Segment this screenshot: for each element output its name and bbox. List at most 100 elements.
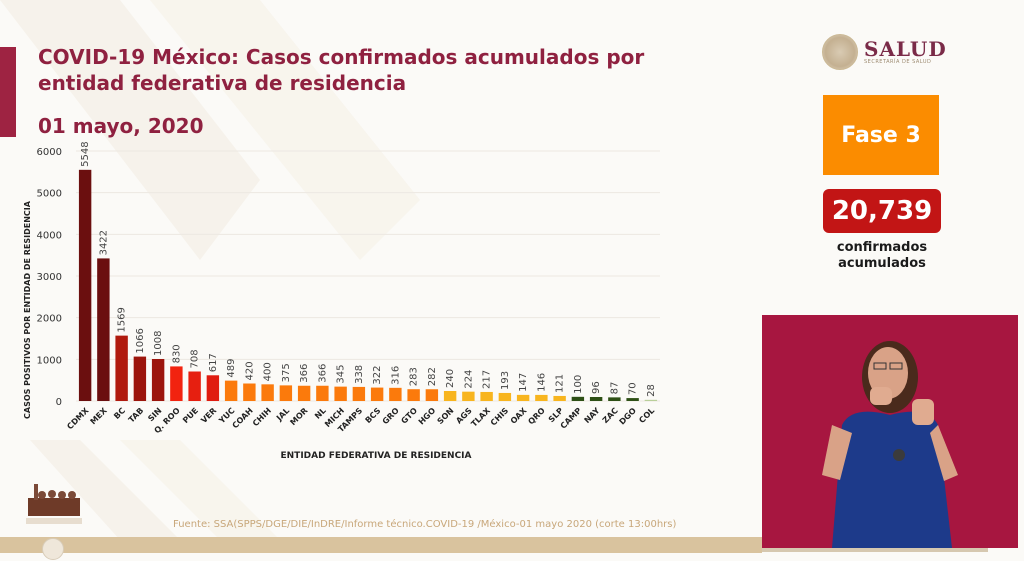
bar-mich — [334, 386, 347, 401]
x-tick-label: MEX — [89, 405, 110, 426]
value-label: 146 — [536, 373, 547, 392]
bar-nay — [589, 397, 603, 401]
value-label: 375 — [281, 363, 292, 382]
value-label: 283 — [409, 367, 420, 386]
bar-qro — [535, 394, 548, 401]
bar-cdmx — [78, 169, 92, 401]
value-label: 366 — [299, 364, 310, 383]
x-tick-label: CHIS — [489, 406, 511, 428]
salud-logo: SALUD SECRETARÍA DE SALUD — [822, 34, 947, 70]
value-label: 282 — [427, 367, 438, 386]
bar-tlax — [480, 391, 493, 401]
page-title: COVID-19 México: Casos confirmados acumu… — [38, 45, 645, 95]
x-tick-label: VER — [199, 406, 218, 425]
bar-tamps — [352, 386, 366, 401]
national-seal-icon — [822, 34, 858, 70]
bar-tab — [133, 356, 147, 401]
value-label: 322 — [372, 365, 383, 384]
x-tick-label: CHIH — [251, 406, 273, 428]
value-label: 28 — [646, 384, 657, 397]
x-tick-label: HGO — [417, 406, 438, 427]
y-axis-label: CASOS POSITIVOS POR ENTIDAD DE RESIDENCI… — [23, 200, 32, 419]
bar-chis — [498, 392, 512, 401]
x-tick-label: NL — [313, 406, 328, 421]
bar-slp — [553, 395, 566, 401]
historical-figures-emblem — [26, 484, 82, 524]
bar-mex — [97, 258, 110, 401]
x-tick-label: SON — [436, 406, 456, 426]
footer-seal-icon — [42, 538, 64, 560]
total-label-line1: confirmados — [836, 240, 928, 255]
value-label: 617 — [208, 353, 219, 372]
value-label: 316 — [390, 366, 401, 385]
x-tick-label: MOR — [288, 406, 309, 427]
value-labels: 5548 3422 1569 1066 1008 830 708 617 489 420 400 37… — [80, 141, 657, 396]
bars — [78, 169, 658, 401]
value-label: 217 — [482, 370, 493, 389]
bar-sin — [151, 359, 165, 401]
bar-gro — [389, 387, 402, 401]
source-note: Fuente: SSA(SPPS/DGE/DIE/InDRE/Informe t… — [173, 519, 677, 530]
value-label: 96 — [591, 381, 602, 394]
value-label: 70 — [628, 382, 639, 395]
accent-bar — [0, 47, 16, 137]
y-tick-label: 2000 — [37, 314, 62, 325]
report-date: 01 mayo, 2020 — [38, 114, 204, 138]
x-tick-label: TAB — [127, 406, 145, 424]
bar-chart: 0 1000 2000 3000 4000 5000 6000 5548 3422 1569 10… — [23, 141, 660, 461]
bar-col — [644, 399, 658, 401]
value-label: 489 — [226, 359, 237, 378]
x-tick-label: OAX — [509, 405, 529, 425]
bar-zac — [608, 397, 621, 401]
total-cases: 20,739 — [823, 189, 941, 233]
value-label: 3422 — [98, 230, 109, 255]
value-label: 193 — [500, 371, 511, 390]
total-label-line2: acumulados — [838, 256, 926, 271]
x-tick-label: CDMX — [65, 405, 91, 431]
bar-son — [443, 391, 457, 401]
bar-ags — [462, 391, 475, 401]
bar-pue — [188, 371, 201, 401]
x-tick-label: GRO — [381, 406, 401, 426]
value-label: 345 — [336, 365, 347, 384]
phase-badge: Fase 3 — [823, 95, 939, 175]
bar-yuc — [224, 380, 238, 401]
bar-bcs — [370, 387, 384, 401]
value-label: 338 — [354, 365, 365, 384]
x-tick-label: DGO — [618, 406, 639, 427]
bar-ver — [206, 375, 220, 401]
sign-language-video — [762, 315, 1018, 548]
x-tick-label: CAMP — [559, 406, 584, 431]
footer-band — [0, 537, 762, 553]
bar-jal — [279, 385, 293, 401]
bar-gto — [407, 389, 420, 401]
y-tick-label: 0 — [56, 397, 62, 408]
x-tick-label: COL — [637, 406, 656, 425]
bar-qroo — [170, 366, 183, 401]
value-label: 147 — [518, 373, 529, 392]
x-tick-label: COAH — [231, 406, 255, 430]
total-cases-label: confirmados acumulados — [823, 240, 941, 272]
value-label: 1569 — [117, 307, 128, 332]
value-label: 240 — [445, 369, 456, 388]
x-axis-label: ENTIDAD FEDERATIVA DE RESIDENCIA — [281, 451, 472, 461]
y-axis-ticks: 0 1000 2000 3000 4000 5000 6000 — [37, 147, 62, 408]
x-tick-label: BC — [112, 406, 127, 421]
x-tick-label: GTO — [399, 406, 419, 426]
x-tick-label: QRO — [526, 406, 546, 426]
bar-bc — [115, 335, 128, 401]
y-tick-label: 4000 — [37, 230, 62, 241]
x-tick-label: BCS — [364, 406, 383, 425]
x-tick-label: PUE — [181, 406, 200, 425]
value-label: 400 — [263, 362, 274, 381]
interpreter-figure — [822, 341, 958, 548]
value-label: 5548 — [80, 141, 91, 166]
bar-oax — [516, 394, 530, 401]
value-label: 1008 — [153, 331, 164, 356]
bar-hgo — [425, 389, 439, 401]
value-label: 366 — [317, 364, 328, 383]
value-label: 224 — [463, 370, 474, 389]
video-shadow — [762, 548, 988, 552]
y-tick-label: 6000 — [37, 147, 62, 158]
